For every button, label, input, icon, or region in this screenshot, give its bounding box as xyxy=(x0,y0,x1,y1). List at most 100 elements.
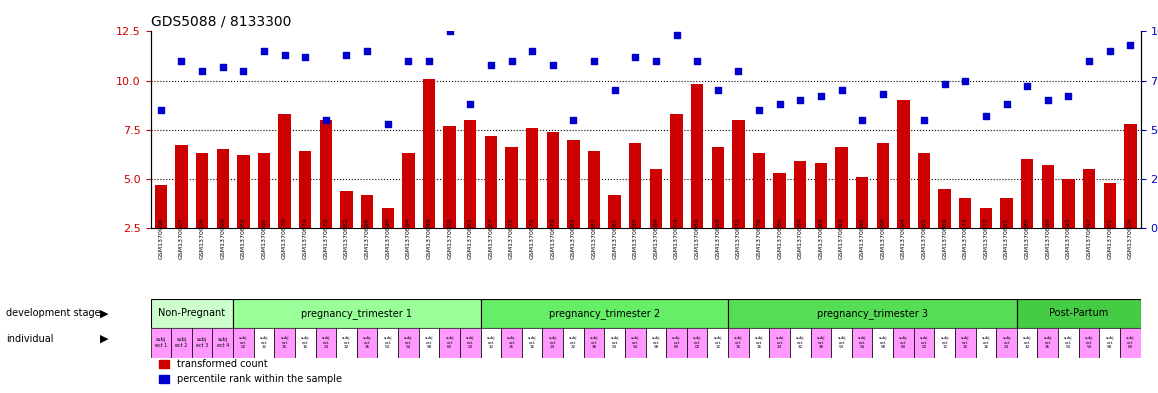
Bar xyxy=(774,173,786,277)
Point xyxy=(894,22,913,29)
Text: subj
ect
02: subj ect 02 xyxy=(239,336,248,349)
Text: GSM1370870: GSM1370870 xyxy=(283,218,287,259)
Bar xyxy=(835,147,848,277)
FancyBboxPatch shape xyxy=(935,328,955,358)
FancyBboxPatch shape xyxy=(831,328,852,358)
Text: subj
ect
53: subj ect 53 xyxy=(610,336,618,349)
Bar xyxy=(1041,165,1054,277)
Point xyxy=(1039,97,1057,103)
Text: subj
ect
02: subj ect 02 xyxy=(919,336,929,349)
Text: GSM1370892: GSM1370892 xyxy=(840,218,844,259)
Text: GSM1370895: GSM1370895 xyxy=(632,218,638,259)
FancyBboxPatch shape xyxy=(811,328,831,358)
Bar xyxy=(381,208,394,277)
FancyBboxPatch shape xyxy=(666,328,687,358)
Bar xyxy=(196,153,208,277)
Text: subj
ect
02: subj ect 02 xyxy=(692,336,702,349)
Point xyxy=(1018,83,1036,90)
Bar xyxy=(175,145,188,277)
Text: subj
ect
36: subj ect 36 xyxy=(589,336,599,349)
Text: GSM1370904: GSM1370904 xyxy=(901,218,906,259)
Point xyxy=(997,101,1016,107)
Bar xyxy=(897,100,909,277)
Point xyxy=(770,101,789,107)
Point xyxy=(646,58,665,64)
Text: GSM1370887: GSM1370887 xyxy=(592,218,596,259)
FancyBboxPatch shape xyxy=(645,328,666,358)
FancyBboxPatch shape xyxy=(151,328,171,358)
Text: GSM1370900: GSM1370900 xyxy=(880,218,886,259)
FancyBboxPatch shape xyxy=(481,299,728,328)
FancyBboxPatch shape xyxy=(151,299,233,328)
FancyBboxPatch shape xyxy=(233,299,481,328)
Text: GSM1370898: GSM1370898 xyxy=(426,218,432,259)
Text: GSM1370909: GSM1370909 xyxy=(220,218,226,259)
Text: subj
ect
24: subj ect 24 xyxy=(1003,336,1011,349)
FancyBboxPatch shape xyxy=(769,328,790,358)
Bar xyxy=(732,120,745,277)
FancyBboxPatch shape xyxy=(872,328,893,358)
Bar xyxy=(505,147,518,277)
Bar xyxy=(361,195,373,277)
Bar xyxy=(588,151,600,277)
FancyBboxPatch shape xyxy=(233,328,254,358)
Text: GSM1370897: GSM1370897 xyxy=(1086,218,1092,259)
Point xyxy=(853,117,872,123)
Text: GSM1370881: GSM1370881 xyxy=(1004,218,1009,259)
Bar xyxy=(815,163,827,277)
Point xyxy=(688,58,706,64)
Text: subj
ect
60: subj ect 60 xyxy=(446,336,454,349)
FancyBboxPatch shape xyxy=(893,328,914,358)
Text: ▶: ▶ xyxy=(100,309,109,318)
Text: GSM1370879: GSM1370879 xyxy=(550,218,556,259)
Text: subj
ect
58: subj ect 58 xyxy=(425,336,433,349)
Text: GSM1370875: GSM1370875 xyxy=(529,218,535,259)
Point xyxy=(730,68,748,74)
Point xyxy=(379,121,397,127)
Text: GSM1370899: GSM1370899 xyxy=(653,218,659,259)
FancyBboxPatch shape xyxy=(357,328,378,358)
Text: subj
ect
32: subj ect 32 xyxy=(569,336,578,349)
Text: subj
ect
12: subj ect 12 xyxy=(486,336,496,349)
Text: subj
ect
15: subj ect 15 xyxy=(507,336,515,349)
Point xyxy=(1100,48,1119,54)
Text: GSM1370894: GSM1370894 xyxy=(405,218,411,259)
Point xyxy=(976,113,995,119)
Text: GSM1370862: GSM1370862 xyxy=(241,218,245,259)
Bar xyxy=(650,169,662,277)
Text: subj
ect
24: subj ect 24 xyxy=(776,336,784,349)
Point xyxy=(585,58,603,64)
Point xyxy=(667,32,686,39)
Text: GSM1370890: GSM1370890 xyxy=(386,218,390,259)
Text: subj
ect 2: subj ect 2 xyxy=(175,338,188,348)
Text: GSM1370893: GSM1370893 xyxy=(1065,218,1071,259)
Bar xyxy=(1001,198,1013,277)
Point xyxy=(1121,42,1139,48)
Bar xyxy=(547,132,559,277)
Point xyxy=(791,97,809,103)
Bar xyxy=(711,147,724,277)
Bar xyxy=(217,149,229,277)
Text: subj
ect
36: subj ect 36 xyxy=(1043,336,1053,349)
Bar xyxy=(1124,124,1136,277)
FancyBboxPatch shape xyxy=(212,328,233,358)
Point xyxy=(193,68,212,74)
Point xyxy=(1079,58,1098,64)
Text: subj
ect
15: subj ect 15 xyxy=(734,336,742,349)
Text: subj
ect
32: subj ect 32 xyxy=(1023,336,1032,349)
FancyBboxPatch shape xyxy=(1017,299,1141,328)
FancyBboxPatch shape xyxy=(439,328,460,358)
Point xyxy=(564,117,582,123)
Text: GSM1370883: GSM1370883 xyxy=(571,218,576,259)
Point xyxy=(213,64,232,70)
Bar xyxy=(918,153,930,277)
Point xyxy=(606,87,624,94)
Point xyxy=(626,54,645,60)
Point xyxy=(234,68,252,74)
FancyBboxPatch shape xyxy=(749,328,769,358)
Text: GSM1370888: GSM1370888 xyxy=(819,218,823,259)
Text: GSM1370905: GSM1370905 xyxy=(1128,218,1133,259)
Point xyxy=(915,117,933,123)
Point xyxy=(173,58,191,64)
Text: GSM1370876: GSM1370876 xyxy=(756,218,762,259)
